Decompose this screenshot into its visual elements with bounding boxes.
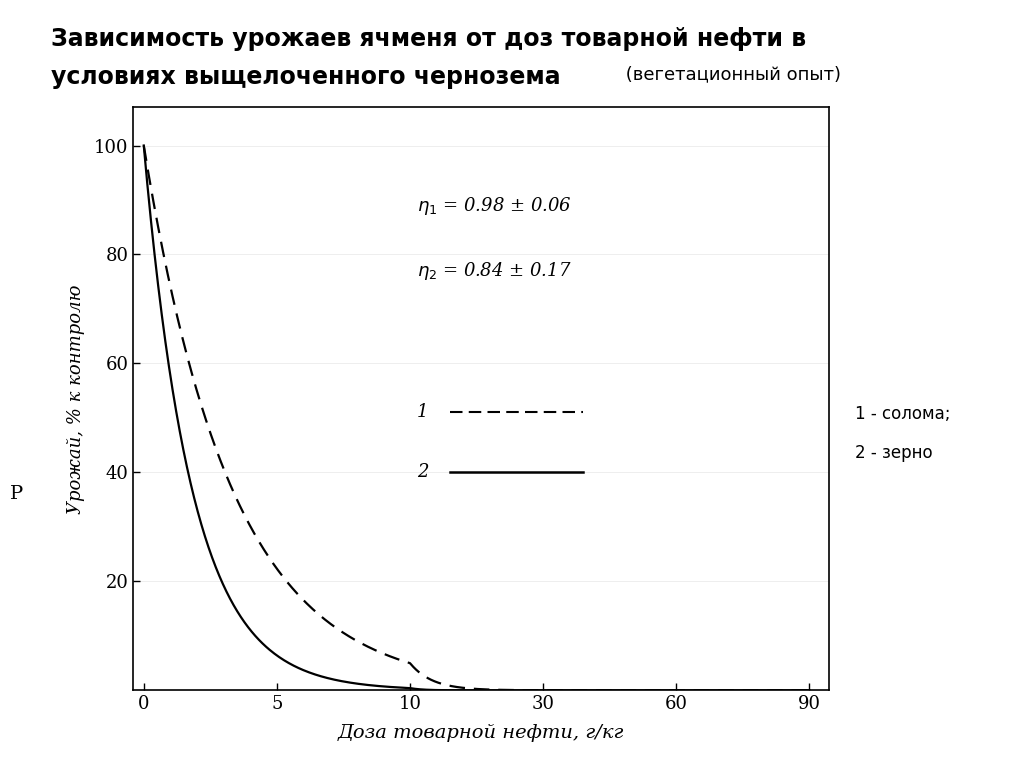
Text: (вегетационный опыт): (вегетационный опыт) xyxy=(620,65,841,83)
Text: $\eta_1$ = 0.98 ± 0.06: $\eta_1$ = 0.98 ± 0.06 xyxy=(417,195,571,217)
Text: 2: 2 xyxy=(417,463,428,482)
Text: $\eta_2$ = 0.84 ± 0.17: $\eta_2$ = 0.84 ± 0.17 xyxy=(417,260,571,282)
Text: условиях выщелоченного чернозема: условиях выщелоченного чернозема xyxy=(51,65,561,89)
Text: 1: 1 xyxy=(417,403,428,421)
Text: 1 - солома;: 1 - солома; xyxy=(855,405,950,423)
Y-axis label: Урожай, % к контролю: Урожай, % к контролю xyxy=(68,284,85,514)
X-axis label: Доза товарной нефти, г/кг: Доза товарной нефти, г/кг xyxy=(338,724,625,742)
Text: 2 - зерно: 2 - зерно xyxy=(855,443,933,462)
Text: Р: Р xyxy=(10,485,24,502)
Text: Зависимость урожаев ячменя от доз товарной нефти в: Зависимость урожаев ячменя от доз товарн… xyxy=(51,27,806,51)
